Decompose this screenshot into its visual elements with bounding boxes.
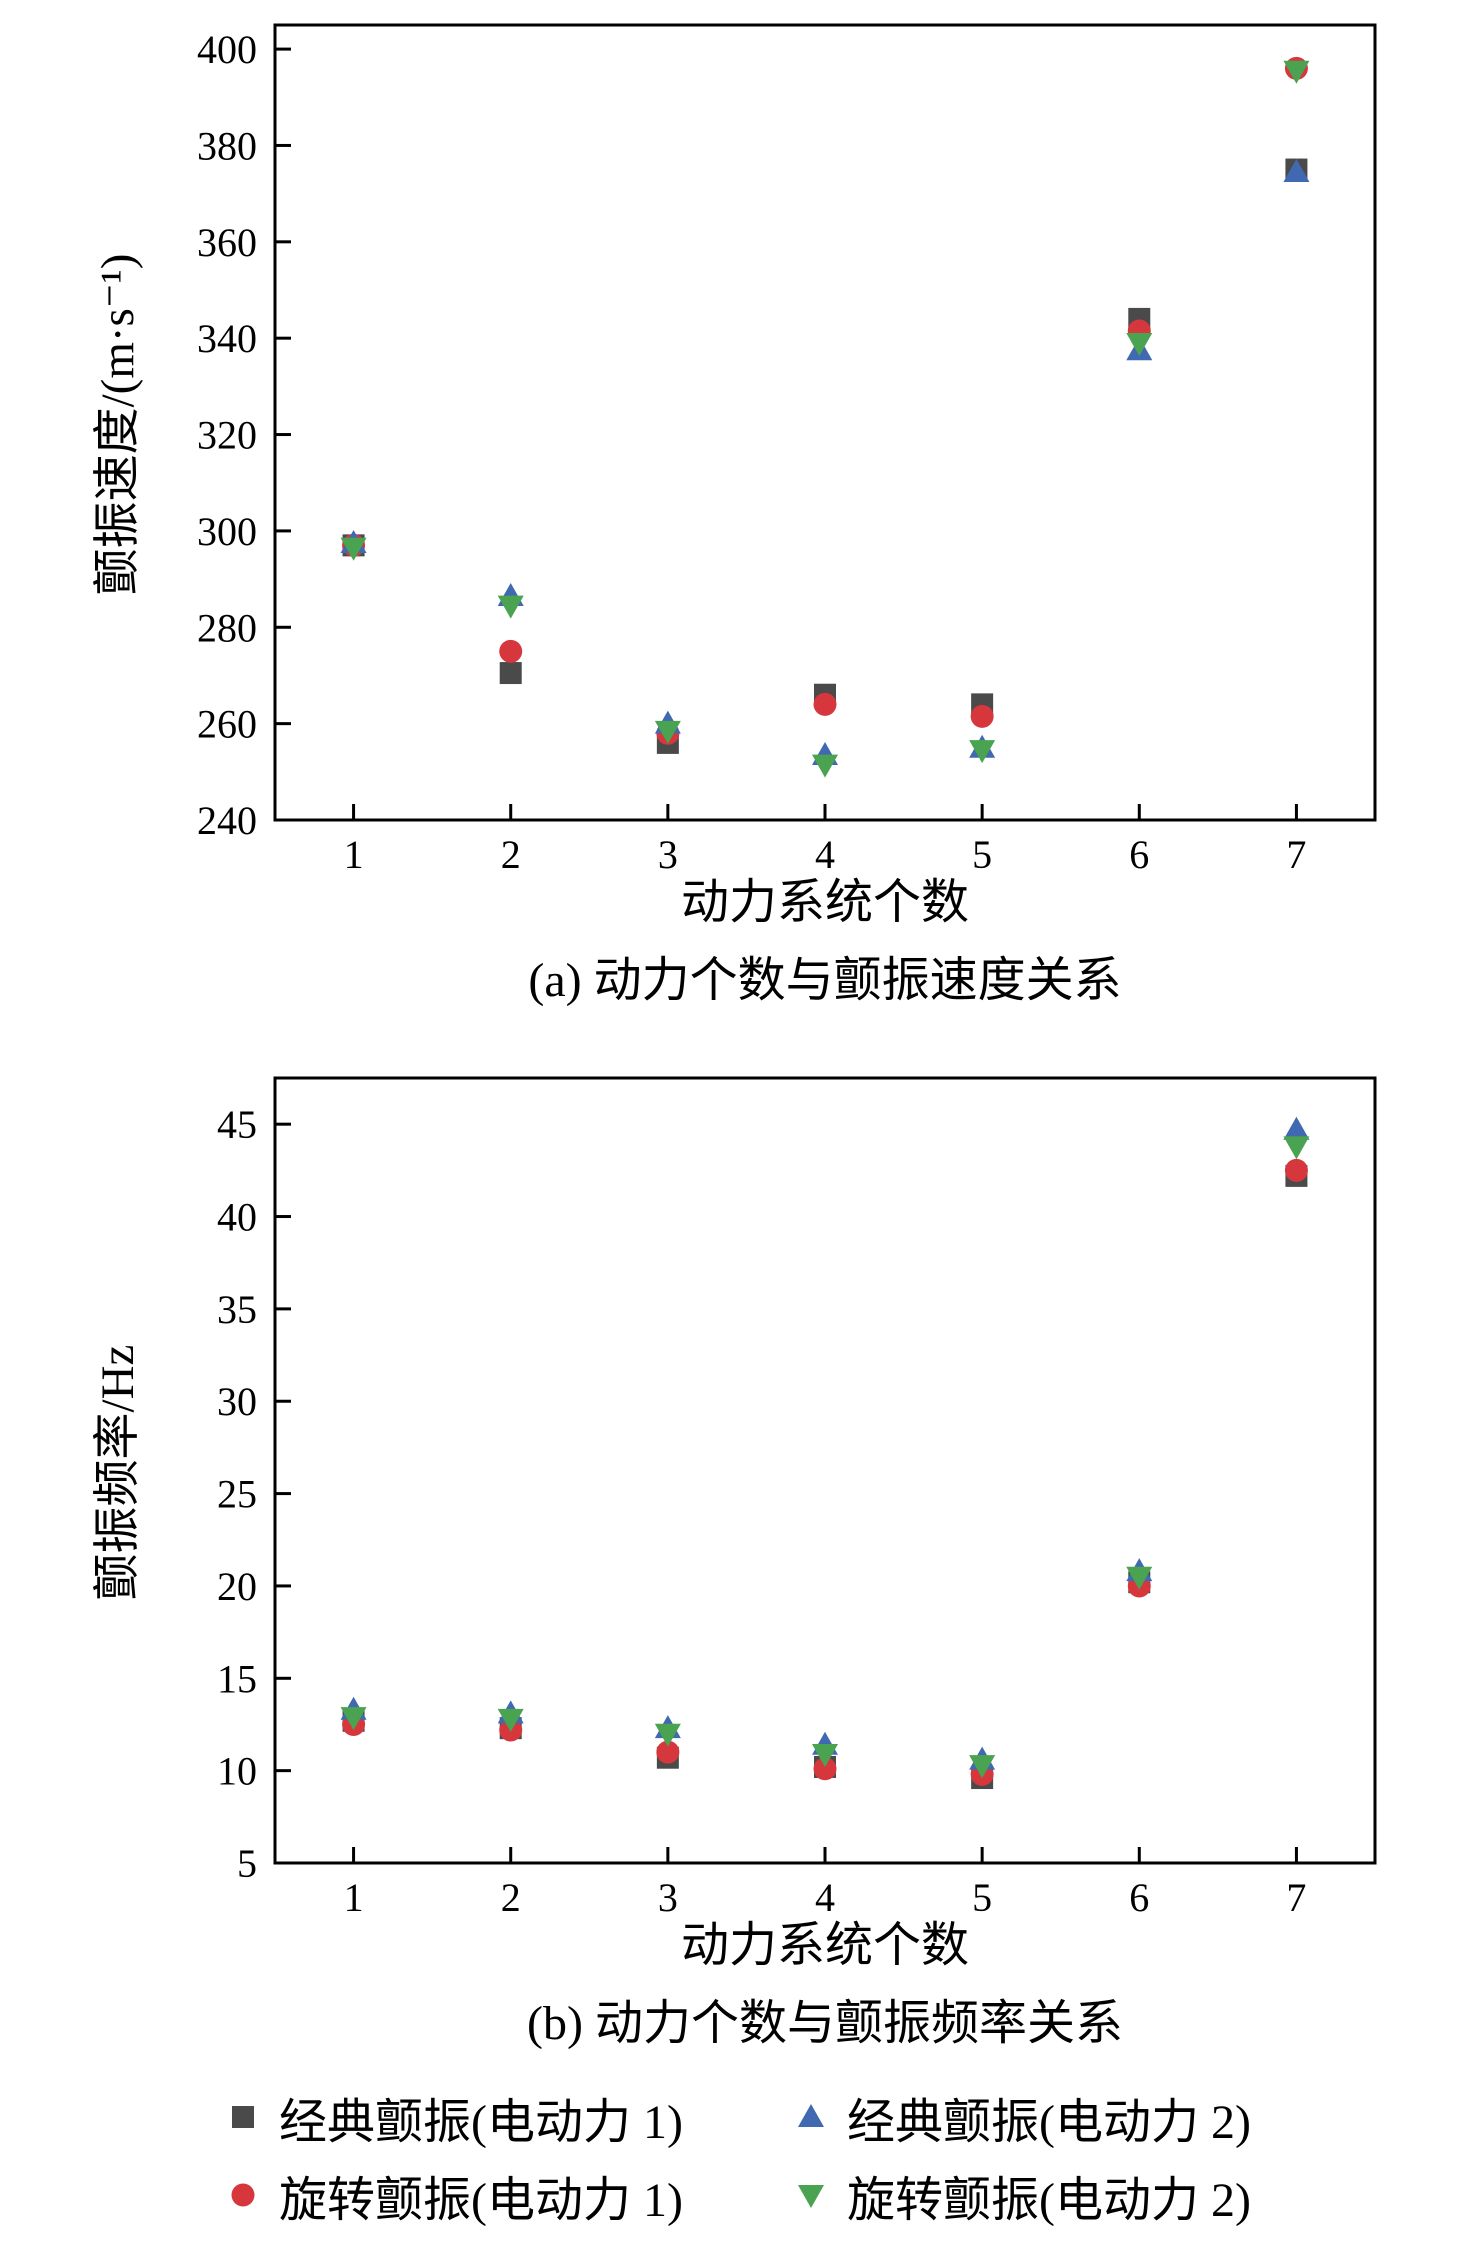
svg-text:380: 380 [197,123,257,168]
svg-text:40: 40 [217,1194,257,1239]
svg-text:6: 6 [1129,832,1149,870]
plot-area-b: 颤振频率/Hz 5 10 15 20 25 30 35 40 45 1 2 3 4 5 6 7 [0,1058,1476,1913]
svg-text:7: 7 [1286,1875,1306,1913]
svg-text:340: 340 [197,316,257,361]
plot-area-a: 颤振速度/(m·s⁻¹) 240 260 280 300 320 340 360 380 400… [0,0,1476,870]
caption-b: (b) 动力个数与颤振频率关系 [527,1997,1123,2051]
svg-text:5: 5 [237,1841,257,1886]
svg-text:30: 30 [217,1379,257,1424]
caption-a: (a) 动力个数与颤振速度关系 [528,954,1122,1008]
legend-item: 旋转颤振(电动力 1) [225,2160,683,2230]
svg-text:240: 240 [197,798,257,843]
svg-text:45: 45 [217,1102,257,1147]
triangle-down-legend-marker-icon [798,2184,824,2208]
svg-text:260: 260 [197,702,257,747]
x-axis-label-b: 动力系统个数 [680,1918,969,1972]
svg-text:20: 20 [217,1564,257,1609]
svg-text:10: 10 [217,1748,257,1793]
svg-text:360: 360 [197,220,257,265]
svg-text:1: 1 [344,832,364,870]
svg-text:300: 300 [197,509,257,554]
svg-text:35: 35 [217,1287,257,1332]
legend-label: 经典颤振(电动力 1) [279,2095,683,2149]
chart-section-a: 颤振速度/(m·s⁻¹) 240 260 280 300 320 340 360 380 400… [0,0,1476,1013]
svg-text:400: 400 [197,27,257,72]
svg-text:2: 2 [501,1875,521,1913]
square-legend-marker-icon [232,2105,255,2128]
legend-label: 旋转颤振(电动力 2) [847,2173,1251,2227]
svg-text:6: 6 [1129,1875,1149,1913]
triangle-up-legend-marker-icon [798,2103,824,2127]
scatter-plot-flutter-speed: 240 260 280 300 320 340 360 380 400 1 2 3 4 5 6 7 [197,23,1377,870]
legend: 经典颤振(电动力 1) 旋转颤振(电动力 1) 经典颤振(电动力 2) 旋转颤振(电动… [0,2082,1476,2230]
y-axis-label-b: 颤振频率/Hz [92,1344,144,1601]
svg-text:2: 2 [501,832,521,870]
legend-item: 经典颤振(电动力 2) [793,2082,1251,2152]
legend-item: 经典颤振(电动力 1) [225,2082,683,2152]
svg-text:5: 5 [972,1875,992,1913]
svg-text:15: 15 [217,1656,257,1701]
y-axis-label-a: 颤振速度/(m·s⁻¹) [92,253,144,596]
svg-text:280: 280 [197,605,257,650]
svg-text:7: 7 [1286,832,1306,870]
circle-legend-marker-icon [231,2183,255,2207]
svg-text:3: 3 [658,832,678,870]
svg-text:1: 1 [344,1875,364,1913]
legend-item: 旋转颤振(电动力 2) [793,2160,1251,2230]
legend-label: 旋转颤振(电动力 1) [279,2173,683,2227]
chart-section-b: 颤振频率/Hz 5 10 15 20 25 30 35 40 45 1 2 3 4 5 6 7 动力系统个数 … [0,1058,1476,2056]
svg-text:3: 3 [658,1875,678,1913]
svg-text:4: 4 [815,832,835,870]
svg-text:25: 25 [217,1471,257,1516]
x-axis-label-a: 动力系统个数 [680,876,969,929]
legend-label: 经典颤振(电动力 2) [847,2095,1251,2149]
svg-text:5: 5 [972,832,992,870]
svg-text:320: 320 [197,413,257,458]
svg-text:4: 4 [815,1875,835,1913]
